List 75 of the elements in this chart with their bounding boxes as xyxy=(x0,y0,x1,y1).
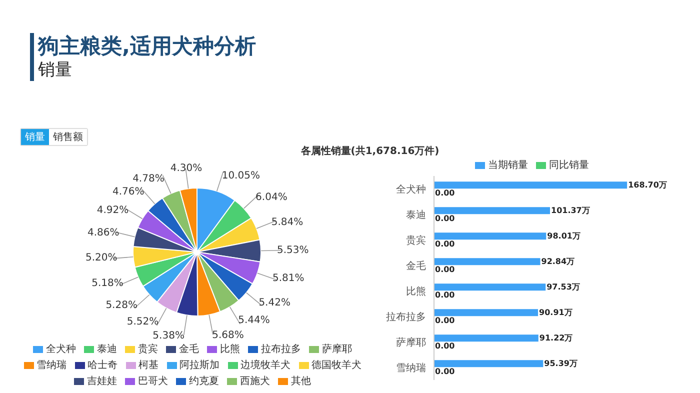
data-label: 5.18% xyxy=(92,278,124,289)
data-label: 0.00 xyxy=(435,188,456,198)
data-label: 5.38% xyxy=(152,330,184,342)
data-label: 4.92% xyxy=(96,204,129,216)
data-label: 5.42% xyxy=(258,297,290,308)
y-tick-label: 比熊 xyxy=(406,285,426,298)
y-tick-label: 雪纳瑞 xyxy=(396,362,426,374)
legend-label: 当期销量 xyxy=(487,158,528,172)
legend-label: 柯基 xyxy=(138,358,158,372)
y-tick-label: 金毛 xyxy=(406,260,426,272)
legend-label: 同比销量 xyxy=(548,158,589,172)
legend-label: 吉娃娃 xyxy=(86,374,117,388)
data-label: 0.00 xyxy=(435,316,456,326)
bar xyxy=(434,258,540,266)
bar xyxy=(434,334,538,342)
data-label: 4.78% xyxy=(132,173,164,184)
data-label: 98.01万 xyxy=(547,232,580,241)
legend-label: 阿拉斯加 xyxy=(178,358,220,372)
legend-label: 其他 xyxy=(290,374,311,388)
data-label: 0.00 xyxy=(435,290,456,300)
bar xyxy=(434,207,550,214)
data-label: 0.00 xyxy=(435,367,456,376)
legend-label: 巴哥犬 xyxy=(137,374,168,388)
data-label: 91.22万 xyxy=(539,334,573,343)
data-label: 5.81% xyxy=(272,272,304,284)
legend-label: 边境牧羊犬 xyxy=(240,358,290,372)
y-tick-label: 萨摩耶 xyxy=(396,336,426,348)
data-label: 95.39万 xyxy=(544,359,578,368)
data-label: 101.37万 xyxy=(551,206,590,216)
y-tick-label: 拉布拉多 xyxy=(386,310,426,323)
data-label: 97.53万 xyxy=(546,282,580,292)
chart-subtitle: 销量 xyxy=(38,59,73,81)
bar xyxy=(434,182,628,189)
data-label: 5.20% xyxy=(85,252,118,264)
data-label: 0.00 xyxy=(435,240,456,249)
bar xyxy=(434,309,538,316)
legend-label: 雪纳瑞 xyxy=(36,358,66,372)
y-tick-label: 全犬种 xyxy=(396,183,426,196)
legend-label: 比熊 xyxy=(219,342,240,356)
data-label: 5.53% xyxy=(276,244,309,256)
data-label: 4.30% xyxy=(170,163,202,174)
data-label: 5.44% xyxy=(238,315,270,326)
data-label: 5.68% xyxy=(212,330,244,342)
data-label: 90.91万 xyxy=(539,308,572,318)
bar xyxy=(434,232,546,240)
text: 各属性销量(共1,678.16万件) xyxy=(300,144,440,158)
data-label: 4.86% xyxy=(88,228,120,239)
legend-label: 拉布拉多 xyxy=(260,343,301,356)
data-label: 0.00 xyxy=(435,265,456,274)
data-label: 0.00 xyxy=(435,214,456,224)
legend-label: 泰迪 xyxy=(96,342,117,356)
text: 销售额 xyxy=(49,129,87,145)
data-label: 92.84万 xyxy=(541,257,575,266)
legend-label: 西施犬 xyxy=(239,374,270,388)
data-label: 6.04% xyxy=(256,192,288,203)
legend-label: 萨摩耶 xyxy=(321,342,352,356)
y-tick-label: 贵宾 xyxy=(406,234,426,246)
data-label: 10.05% xyxy=(222,170,260,182)
data-label: 0.00 xyxy=(435,342,456,351)
text: 销量 xyxy=(21,129,49,145)
data-label: 4.76% xyxy=(112,186,144,198)
y-tick-label: 泰迪 xyxy=(406,208,426,221)
data-label: 5.52% xyxy=(126,316,159,328)
legend-label: 金毛 xyxy=(178,342,199,356)
bar xyxy=(434,284,546,291)
data-label: 168.70万 xyxy=(628,180,667,190)
legend-label: 全犬种 xyxy=(45,342,76,356)
bar xyxy=(434,360,544,368)
chart-title: 狗主粮类,适用犬种分析 xyxy=(38,33,256,59)
data-label: 5.84% xyxy=(271,217,304,228)
data-label: 5.28% xyxy=(106,300,138,311)
legend-label: 德国牧羊犬 xyxy=(310,358,362,372)
legend-label: 约克夏 xyxy=(188,374,219,388)
legend-label: 哈士奇 xyxy=(86,358,118,372)
legend-label: 贵宾 xyxy=(137,342,158,356)
